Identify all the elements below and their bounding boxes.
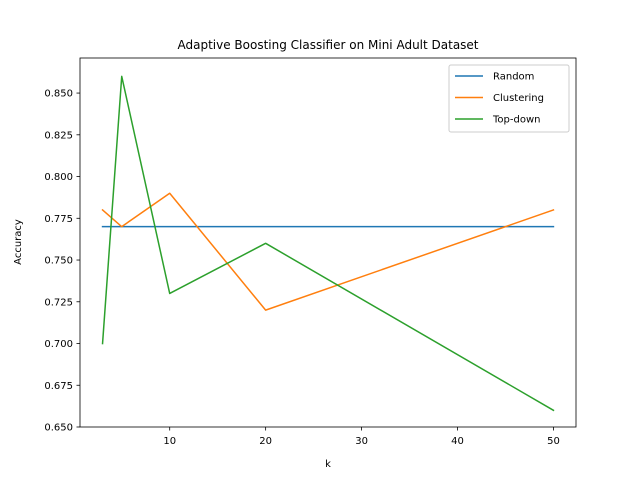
y-tick-label: 0.750 [44, 256, 73, 267]
y-tick-label: 0.825 [44, 130, 73, 141]
y-tick-label: 0.800 [44, 172, 73, 183]
legend-box [448, 64, 570, 133]
y-tick-label: 0.700 [44, 339, 73, 350]
legend-label-top-down: Top-down [492, 115, 540, 126]
plot-frame [79, 57, 577, 428]
x-tick-label: 30 [355, 436, 368, 447]
x-axis-label: k [325, 459, 331, 470]
x-tick-label: 20 [259, 436, 272, 447]
y-tick-label: 0.650 [44, 423, 73, 434]
y-tick-label: 0.775 [44, 214, 73, 225]
series-line-top-down [101, 75, 555, 412]
series-line-clustering [101, 192, 555, 311]
plot-area: 10 20 30 40 50 0.650 0.675 0.700 0.725 0.750 0.775… [44, 57, 577, 447]
chart-title: Adaptive Boosting Classifier on Mini Adu… [177, 38, 478, 52]
x-tick-label: 10 [163, 436, 176, 447]
y-tick-label: 0.675 [44, 381, 73, 392]
x-tick-label: 40 [451, 436, 464, 447]
legend-label-clustering: Clustering [493, 93, 544, 104]
y-axis-label: Accuracy [13, 219, 24, 265]
legend-label-random: Random [493, 72, 534, 83]
legend: Random Clustering Top-down [448, 64, 570, 133]
y-tick-label: 0.725 [44, 297, 73, 308]
x-tick-label: 50 [547, 436, 560, 447]
y-tick-label: 0.850 [44, 89, 73, 100]
